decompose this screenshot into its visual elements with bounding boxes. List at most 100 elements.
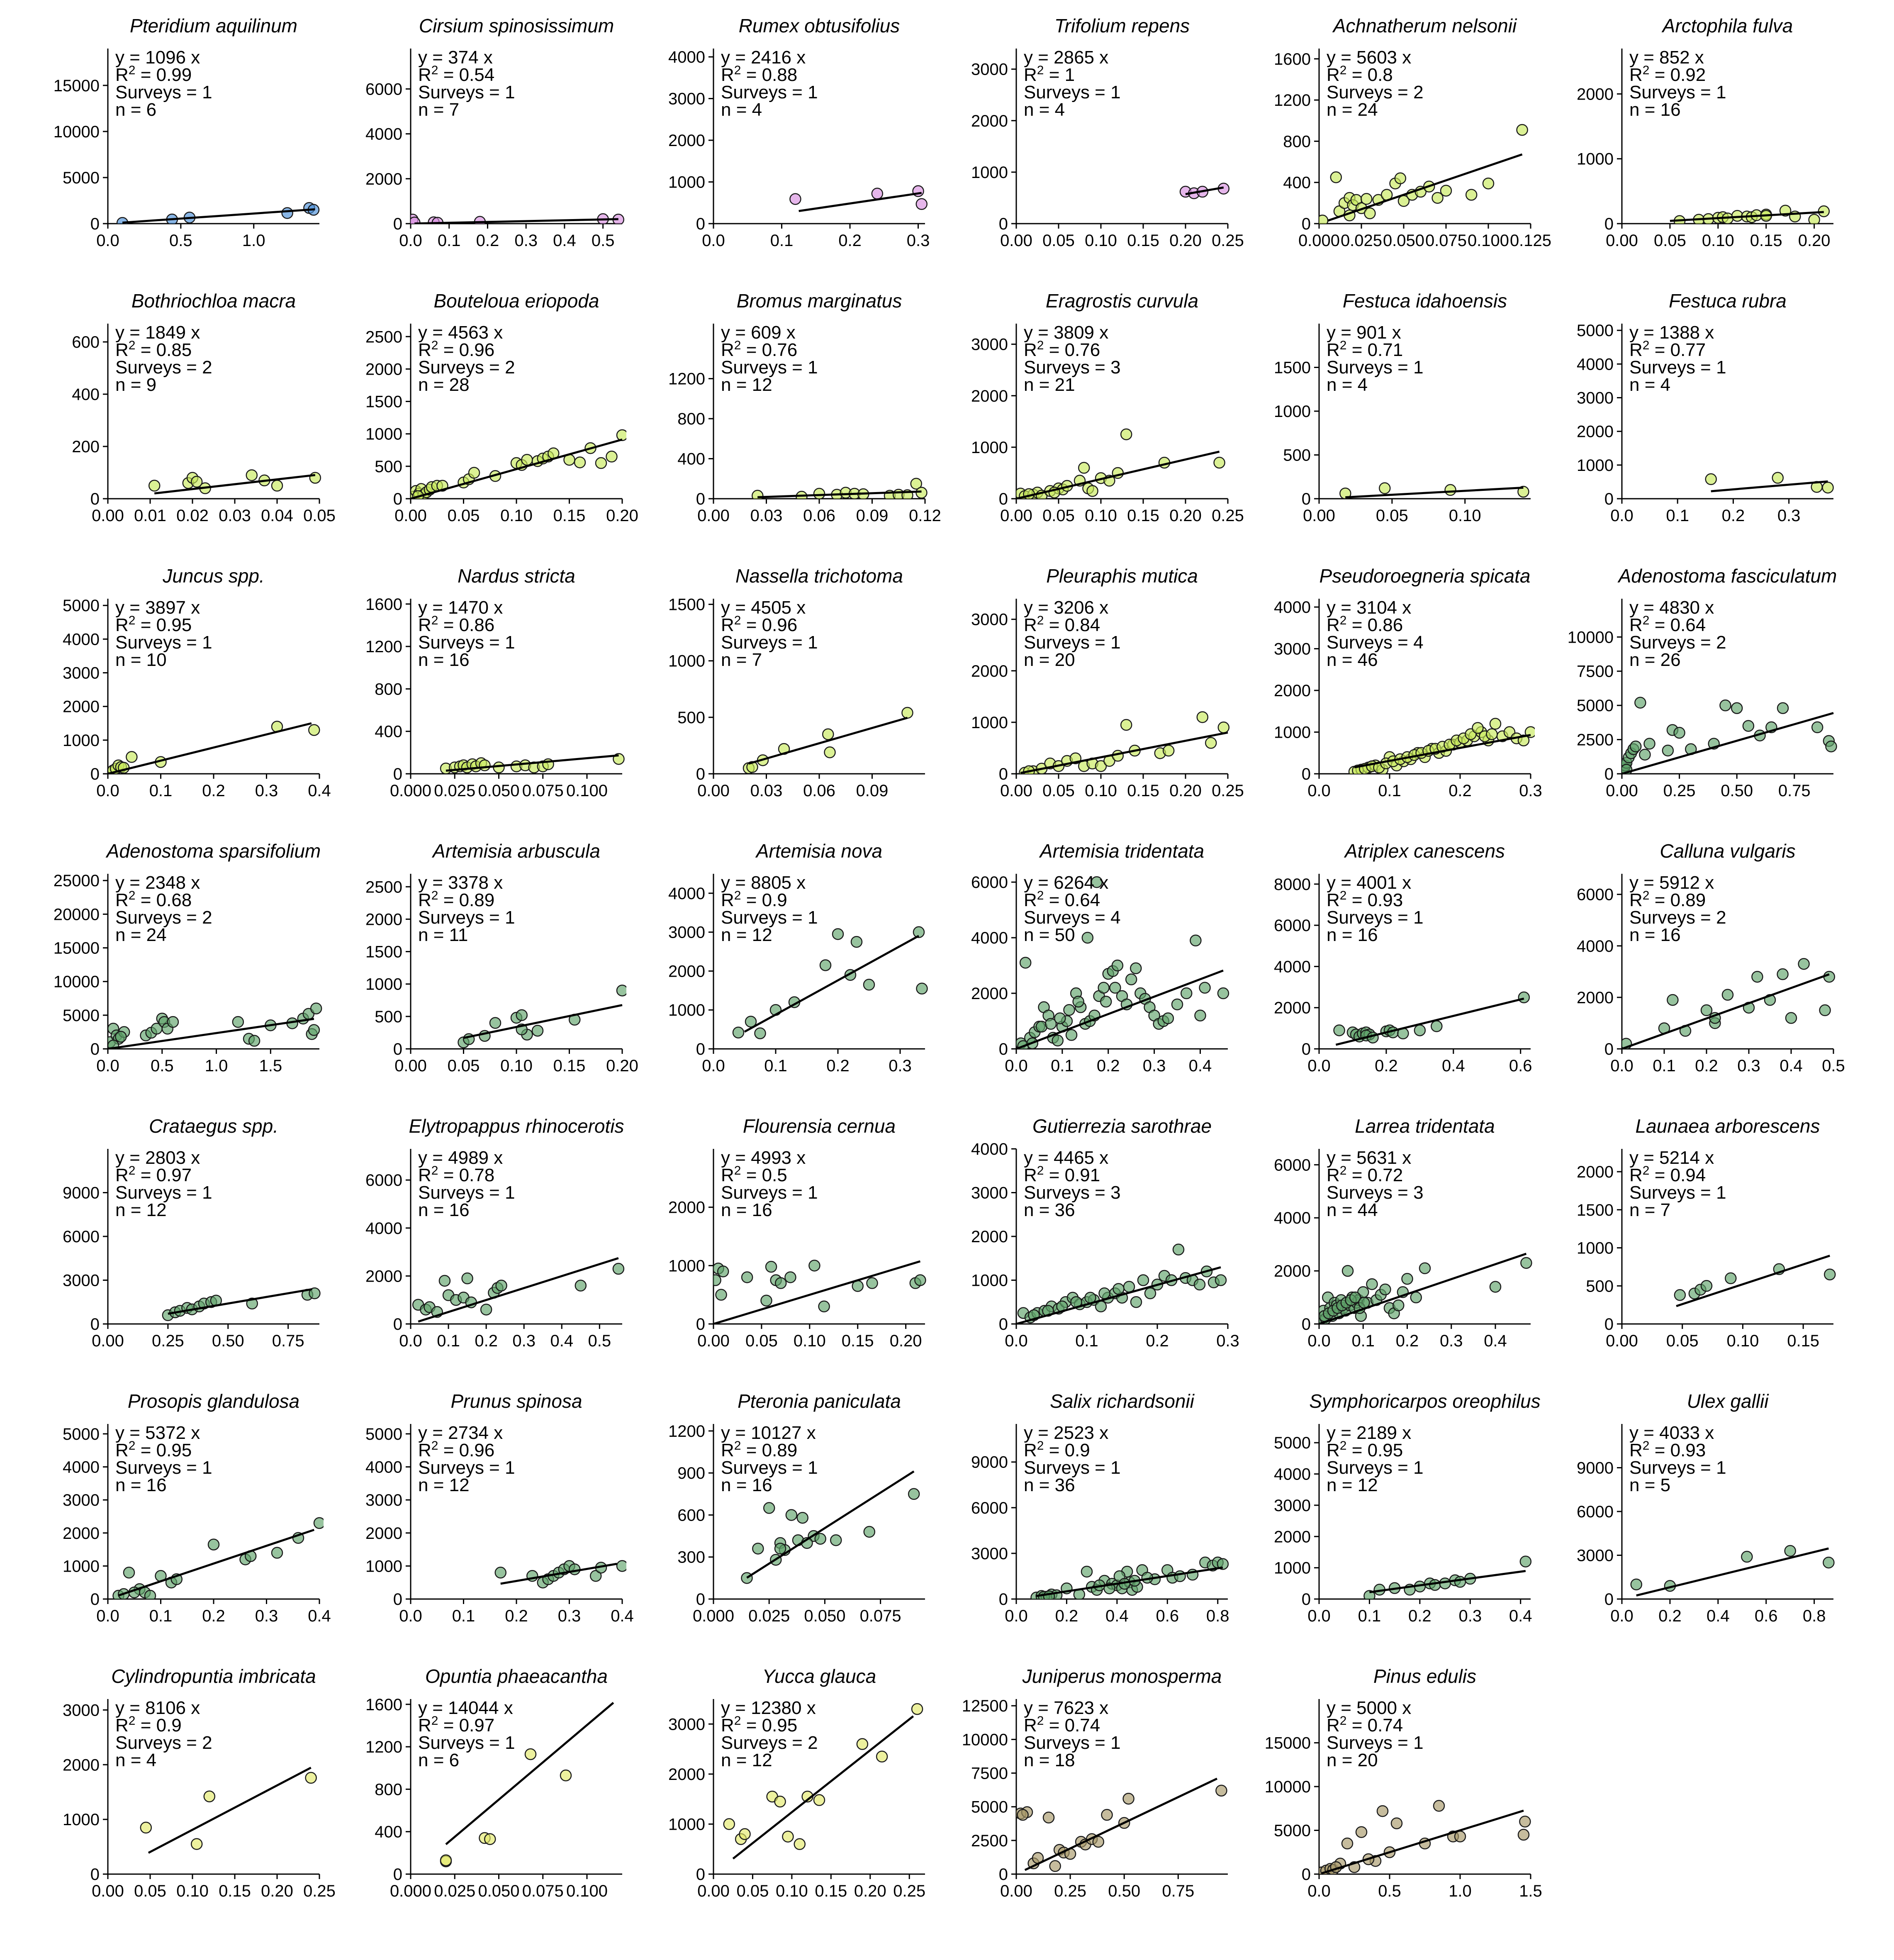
data-point: [1065, 1029, 1078, 1041]
data-point: [739, 1828, 751, 1840]
x-tick-label: 0.00: [92, 1882, 124, 1900]
x-tick-label: 1.5: [1519, 1882, 1542, 1900]
data-point: [1120, 428, 1132, 441]
data-point: [309, 1287, 321, 1299]
data-point: [148, 480, 161, 492]
y-tick-label: 0: [696, 1040, 705, 1058]
x-tick-label: 0.0: [1005, 1607, 1028, 1625]
y-tick-label: 600: [677, 1506, 705, 1524]
panel-title: Arctophila fulva: [1661, 15, 1793, 37]
data-point: [876, 1750, 888, 1763]
y-tick-label: 3000: [668, 90, 705, 108]
data-point: [1130, 1296, 1142, 1308]
y-tick-label: 0: [393, 1315, 402, 1333]
y-tick-label: 20000: [54, 905, 100, 924]
x-tick-label: 0.05: [1042, 232, 1075, 250]
panel-title: Pleuraphis mutica: [1046, 565, 1198, 587]
data-point: [1205, 737, 1217, 749]
x-tick-label: 0.5: [592, 232, 615, 250]
surveys-count: Surveys = 1: [1024, 82, 1121, 102]
y-tick-label: 4000: [63, 630, 100, 648]
y-tick-label: 300: [677, 1548, 705, 1567]
x-tick-label: 0.2: [1658, 1607, 1682, 1625]
sample-size: n = 12: [721, 1750, 772, 1770]
x-tick-label: 0.0: [96, 782, 119, 800]
regression-equation: y = 5000 x: [1327, 1698, 1411, 1718]
panel: Symphoricarpos oreophilus 0 1000 2000 3000 40…: [1274, 1390, 1541, 1625]
data-point: [1394, 172, 1407, 185]
surveys-count: Surveys = 2: [1629, 907, 1726, 928]
y-tick-label: 1000: [365, 975, 402, 994]
y-tick-label: 2000: [365, 360, 402, 378]
regression-line: [122, 208, 315, 224]
y-tick-label: 1500: [1577, 1201, 1614, 1219]
panel-title: Rumex obtusifolius: [739, 15, 900, 37]
x-tick-label: 0.1: [1075, 1332, 1098, 1350]
r-squared-label: R2 = 0.71: [1327, 339, 1403, 360]
data-point: [524, 1748, 537, 1760]
x-tick-label: 0.2: [1722, 507, 1745, 525]
regression-equation: y = 852 x: [1629, 47, 1704, 68]
x-tick-label: 0.3: [1737, 1057, 1760, 1075]
data-point: [1705, 473, 1717, 485]
y-tick-label: 400: [1283, 174, 1311, 192]
regression-equation: y = 4989 x: [418, 1148, 503, 1168]
r-squared-label: R2 = 0.9: [1024, 1439, 1090, 1460]
data-point: [1741, 1550, 1753, 1563]
r-squared-label: R2 = 0.64: [1629, 614, 1706, 635]
x-tick-label: 0.075: [860, 1607, 901, 1625]
y-tick-label: 6000: [365, 1171, 402, 1190]
regression-line: [1024, 1777, 1218, 1871]
data-point: [1330, 171, 1342, 183]
surveys-count: Surveys = 1: [1024, 1458, 1121, 1478]
surveys-count: Surveys = 1: [1327, 357, 1424, 378]
regression-line: [463, 1004, 623, 1039]
sample-size: n = 16: [1629, 100, 1681, 120]
x-tick-label: 0.4: [1484, 1332, 1507, 1350]
regression-equation: y = 2189 x: [1327, 1423, 1411, 1443]
sample-size: n = 16: [1327, 925, 1378, 945]
sample-size: n = 10: [115, 650, 167, 670]
y-tick-label: 0: [696, 1865, 705, 1884]
y-tick-label: 15000: [54, 939, 100, 958]
x-tick-label: 0.10: [1702, 232, 1734, 250]
data-point: [1100, 995, 1112, 1008]
data-point: [1489, 1281, 1502, 1293]
x-tick-label: 0.25: [152, 1332, 184, 1350]
data-point: [1109, 982, 1121, 994]
y-tick-label: 4000: [668, 48, 705, 66]
data-point: [1517, 485, 1529, 498]
panel: Bouteloua eriopoda 0 500 1000 1500 2000 2500 0.…: [365, 290, 638, 525]
x-tick-label: 0.75: [1778, 782, 1811, 800]
data-point: [1098, 982, 1110, 994]
x-tick-label: 0.0: [1307, 1882, 1331, 1900]
x-tick-label: 0.05: [448, 507, 480, 525]
data-point: [1376, 1805, 1389, 1817]
data-point: [612, 1263, 625, 1275]
x-tick-label: 0.20: [261, 1882, 293, 1900]
r-squared-label: R2 = 0.95: [115, 1439, 192, 1460]
r-squared-label: R2 = 0.93: [1327, 889, 1403, 910]
y-tick-label: 0: [393, 490, 402, 508]
x-tick-label: 0.75: [1162, 1882, 1194, 1900]
r-squared-label: R2 = 0.92: [1629, 63, 1706, 85]
plot-area: [108, 1002, 322, 1049]
data-point: [1472, 722, 1484, 734]
data-point: [1091, 876, 1103, 888]
panel-title: Artemisia tridentata: [1039, 840, 1204, 862]
x-tick-label: 0.000: [1298, 232, 1340, 250]
plot-area: [723, 1703, 923, 1860]
sample-size: n = 6: [115, 100, 156, 120]
panel: Achnatherum nelsonii 0 400 800 1200 1600 0.000…: [1274, 15, 1551, 250]
x-tick-label: 0.0: [1005, 1057, 1028, 1075]
y-tick-label: 2000: [1577, 85, 1614, 103]
r-squared-label: R2 = 0.78: [418, 1164, 494, 1185]
data-point: [1454, 1831, 1466, 1843]
data-point: [1517, 1828, 1530, 1841]
data-point: [1798, 958, 1810, 970]
sample-size: n = 4: [1629, 375, 1670, 395]
data-point: [1366, 1278, 1378, 1290]
x-tick-label: 0.05: [745, 1332, 778, 1350]
data-point: [1444, 484, 1456, 496]
y-tick-label: 2000: [668, 1765, 705, 1784]
